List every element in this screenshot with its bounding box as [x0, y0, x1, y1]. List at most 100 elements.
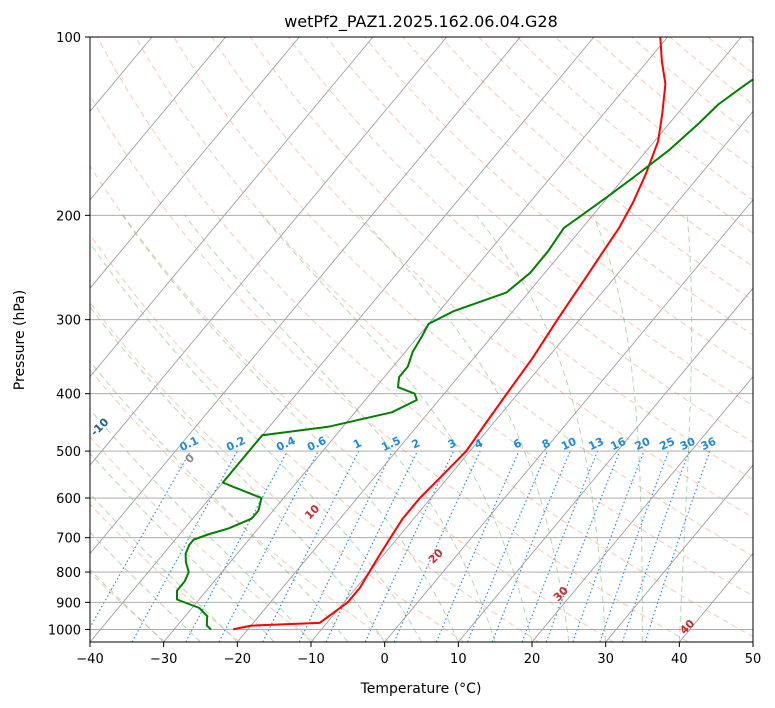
dry-adiabat-line: [211, 37, 753, 519]
mixing-ratio-line: [325, 450, 418, 642]
x-tick-label: 40: [671, 652, 688, 667]
mixing-ratio-label: 16: [609, 435, 629, 453]
moist-adiabat-line: [90, 360, 349, 642]
dry-adiabat-line: [90, 571, 166, 642]
dry-adiabat-line: [96, 37, 753, 638]
moist-adiabat-line: [90, 493, 238, 642]
mixing-ratio-line: [262, 450, 360, 642]
x-tick-label: −40: [76, 652, 103, 667]
y-tick-label: 1000: [48, 623, 81, 638]
x-tick-label: 50: [745, 652, 762, 667]
moist-adiabat-line: [90, 531, 201, 642]
chart-title: wetPf2_PAZ1.2025.162.06.04.G28: [284, 12, 558, 32]
dry-adiabat-line: [745, 37, 753, 44]
isotherm-line: [0, 37, 5, 642]
moist-adiabat-line: [359, 214, 570, 642]
isotherm-line: [90, 37, 595, 642]
y-tick-label: 300: [56, 314, 81, 329]
mixing-ratio-line: [393, 450, 481, 642]
y-tick-label: 900: [56, 596, 81, 611]
isotherm-line: [90, 37, 447, 466]
mixing-ratio-line: [131, 450, 238, 642]
dry-adiabat-line: [364, 37, 753, 371]
dry-adiabat-line: [593, 37, 753, 169]
moist-adiabat-line: [184, 214, 496, 642]
moist-adiabat-line: [90, 408, 312, 642]
dry-adiabat-line: [135, 37, 753, 597]
mixing-ratio-label: 2: [410, 436, 422, 451]
y-tick-label: 600: [56, 492, 81, 507]
y-tick-label: 800: [56, 566, 81, 581]
mixing-ratio-line: [218, 450, 319, 642]
isotherm-line: [90, 37, 300, 289]
y-tick-label: 500: [56, 445, 81, 460]
moist-adiabat-line: [592, 215, 643, 642]
isotherm-line: [752, 641, 753, 642]
y-tick-label: 700: [56, 532, 81, 547]
dry-adiabat-line: [173, 37, 753, 557]
mixing-ratio-line: [599, 450, 670, 642]
x-tick-label: 0: [381, 652, 389, 667]
moist-adiabat-line: [90, 306, 386, 642]
mixing-ratio-line: [298, 450, 394, 642]
moist-adiabat-line: [475, 214, 607, 642]
isotherm-line: [90, 37, 226, 201]
x-tick-label: −30: [150, 652, 177, 667]
dry-adiabat-line: [90, 503, 241, 642]
isotherm-line: [163, 37, 668, 642]
y-tick-label: 100: [56, 31, 81, 46]
mixing-ratio-line: [644, 450, 711, 642]
mixing-ratio-label: 8: [540, 436, 552, 451]
mixing-ratio-label: 25: [657, 435, 676, 453]
mixing-ratio-label: 36: [699, 435, 719, 453]
mixing-ratio-label: 20: [633, 435, 653, 453]
x-tick-label: −10: [297, 652, 324, 667]
x-tick-label: 30: [597, 652, 614, 667]
moist-adiabat-line: [678, 215, 693, 642]
dry-adiabat-label: 20: [426, 546, 446, 566]
mixing-ratio-label: 10: [559, 435, 579, 453]
isotherm-line: [457, 287, 753, 642]
dry-adiabat-label: 0: [183, 451, 198, 466]
plot-frame: [89, 36, 754, 643]
tick-layer: −40 −30 −20 −10 0 10 20 30 40 5010020030040050060…: [48, 31, 761, 667]
mixing-ratio-line: [621, 450, 690, 642]
mixing-ratio-line: [572, 450, 645, 642]
dewpoint-profile-line: [176, 78, 753, 631]
y-tick-label: 200: [56, 209, 81, 224]
mixing-ratio-line: [545, 450, 621, 642]
mixing-ratio-line: [466, 450, 549, 642]
mixing-ratio-line: [90, 450, 191, 629]
dry-adiabat-label: -10: [88, 415, 111, 438]
x-tick-label: −20: [224, 652, 251, 667]
mixing-ratio-label: 1: [351, 436, 363, 451]
mixing-ratio-line: [521, 450, 599, 642]
moist-adiabat-line: [261, 214, 533, 642]
dry-adiabat-line: [326, 37, 753, 407]
dry-adiabat-line: [516, 37, 753, 234]
mixing-ratio-label: 6: [511, 436, 524, 451]
x-tick-label: 20: [524, 652, 541, 667]
dry-adiabat-line: [90, 94, 689, 642]
moist-adiabat-line: [90, 242, 422, 642]
dry-adiabat-line: [669, 37, 753, 105]
y-axis-label: Pressure (hPa): [12, 290, 28, 390]
moist-adiabat-line: [122, 215, 459, 642]
x-tick-label: 10: [450, 652, 467, 667]
moist-adiabat-line: [90, 452, 275, 642]
mixing-ratio-label: 30: [678, 435, 698, 453]
dry-adiabat-line: [287, 37, 753, 443]
dry-adiabat-line: [90, 368, 390, 642]
isotherm-line: [310, 110, 753, 642]
dry-adiabat-label: 30: [551, 584, 571, 604]
dry-adiabat-line: [90, 165, 614, 642]
x-axis-label: Temperature (°C): [360, 681, 482, 697]
mixing-ratio-line: [435, 450, 520, 642]
isotherm-line: [90, 37, 521, 555]
grid-layer: [0, 37, 753, 642]
isotherm-line: [384, 199, 753, 642]
mixing-ratio-label: 4: [472, 436, 485, 451]
isotherm-line: [90, 37, 374, 378]
